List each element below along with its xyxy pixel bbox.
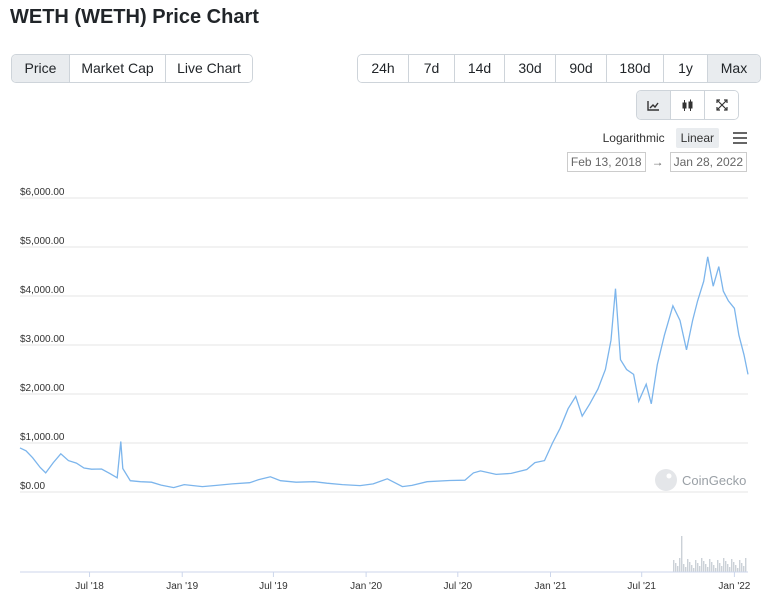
volume-bar <box>709 559 711 572</box>
volume-bar <box>727 564 729 572</box>
chart-type-selector <box>636 90 739 120</box>
volume-bar <box>701 558 703 572</box>
volume-bar <box>743 566 745 572</box>
volume-bar <box>687 559 689 572</box>
volume-bar <box>685 567 687 572</box>
linear-option[interactable]: Linear <box>675 128 719 148</box>
x-axis: Jul '18 Jan '19 Jul '19 Jan '20 Jul '20 Jan '… <box>75 572 751 592</box>
date-range-inputs: Feb 13, 2018 → Jan 28, 2022 <box>566 152 747 172</box>
line-chart-button[interactable] <box>637 91 671 119</box>
y-tick-label: $2,000.00 <box>20 383 65 394</box>
y-tick-label: $5,000.00 <box>20 236 65 247</box>
date-arrow: → <box>651 155 664 169</box>
tab-price[interactable]: Price <box>12 55 70 82</box>
grid-lines <box>20 197 748 493</box>
volume-bar <box>707 567 709 572</box>
range-7d-button[interactable]: 7d <box>409 55 455 82</box>
watermark-text: CoinGecko <box>682 473 746 488</box>
volume-bar <box>715 568 717 572</box>
fullscreen-icon <box>715 99 728 111</box>
chart-tabs: Price Market Cap Live Chart <box>11 54 253 83</box>
time-range-selector: 24h 7d 14d 30d 90d 180d 1y Max <box>357 54 761 83</box>
date-from-input[interactable]: Feb 13, 2018 <box>566 152 646 172</box>
volume-bar <box>733 562 735 572</box>
volume-bar <box>677 566 679 572</box>
volume-bar <box>721 566 723 572</box>
volume-bar <box>683 564 685 572</box>
tab-live-chart[interactable]: Live Chart <box>166 55 252 82</box>
volume-bar <box>739 560 741 572</box>
volume-bar <box>699 566 701 572</box>
volume-bar <box>675 563 677 572</box>
y-tick-label: $6,000.00 <box>20 187 65 198</box>
volume-bar <box>711 562 713 572</box>
y-axis: $0.00 $1,000.00 $2,000.00 $3,000.00 $4,000.0… <box>20 187 65 492</box>
volume-bar <box>725 561 727 572</box>
y-tick-label: $4,000.00 <box>20 285 65 296</box>
range-30d-button[interactable]: 30d <box>505 55 556 82</box>
volume-bar <box>679 558 681 572</box>
volume-bar <box>719 563 721 572</box>
volume-bar <box>735 565 737 572</box>
coingecko-logo-icon <box>655 469 677 491</box>
volume-bar <box>713 565 715 572</box>
volume-bar <box>745 558 747 572</box>
volume-bar <box>705 564 707 572</box>
x-tick-label: Jul '20 <box>444 581 473 592</box>
volume-bar <box>691 565 693 572</box>
volume-bar <box>695 560 697 572</box>
x-tick-label: Jul '18 <box>75 581 104 592</box>
y-tick-label: $3,000.00 <box>20 334 65 345</box>
scale-toggle: Logarithmic Linear <box>598 128 747 148</box>
range-14d-button[interactable]: 14d <box>455 55 505 82</box>
volume-bar <box>737 568 739 572</box>
volume-bars <box>673 536 747 572</box>
line-chart-icon <box>647 100 659 111</box>
x-tick-label: Jan '19 <box>166 581 198 592</box>
volume-bar <box>703 561 705 572</box>
price-line <box>19 256 749 489</box>
date-to-input[interactable]: Jan 28, 2022 <box>669 152 747 172</box>
range-max-button[interactable]: Max <box>708 55 760 82</box>
x-tick-label: Jan '20 <box>350 581 382 592</box>
candlestick-button[interactable] <box>671 91 705 119</box>
x-tick-label: Jan '21 <box>535 581 567 592</box>
tab-market-cap[interactable]: Market Cap <box>70 55 166 82</box>
volume-bar <box>681 536 683 572</box>
range-180d-button[interactable]: 180d <box>607 55 664 82</box>
volume-bar <box>717 560 719 572</box>
volume-bar <box>729 567 731 572</box>
range-1y-button[interactable]: 1y <box>664 55 708 82</box>
logarithmic-option[interactable]: Logarithmic <box>602 131 665 145</box>
range-90d-button[interactable]: 90d <box>556 55 607 82</box>
volume-bar <box>689 562 691 572</box>
page-title: WETH (WETH) Price Chart <box>10 6 259 28</box>
price-chart[interactable]: $0.00 $1,000.00 $2,000.00 $3,000.00 $4,000.0… <box>0 180 767 600</box>
volume-bar <box>697 563 699 572</box>
hamburger-menu-icon[interactable] <box>733 132 747 144</box>
coingecko-watermark: CoinGecko <box>655 469 746 491</box>
volume-bar <box>693 568 695 572</box>
x-tick-label: Jul '19 <box>259 581 288 592</box>
coingecko-logo-eye <box>666 473 672 479</box>
volume-bar <box>673 560 675 572</box>
range-24h-button[interactable]: 24h <box>358 55 409 82</box>
volume-bar <box>731 559 733 572</box>
volume-bar <box>723 558 725 572</box>
x-tick-label: Jul '21 <box>627 581 656 592</box>
y-tick-label: $0.00 <box>20 481 45 492</box>
y-tick-label: $1,000.00 <box>20 432 65 443</box>
candlestick-icon <box>682 99 693 111</box>
x-tick-label: Jan '22 <box>718 581 750 592</box>
fullscreen-button[interactable] <box>705 91 738 119</box>
volume-bar <box>741 563 743 572</box>
